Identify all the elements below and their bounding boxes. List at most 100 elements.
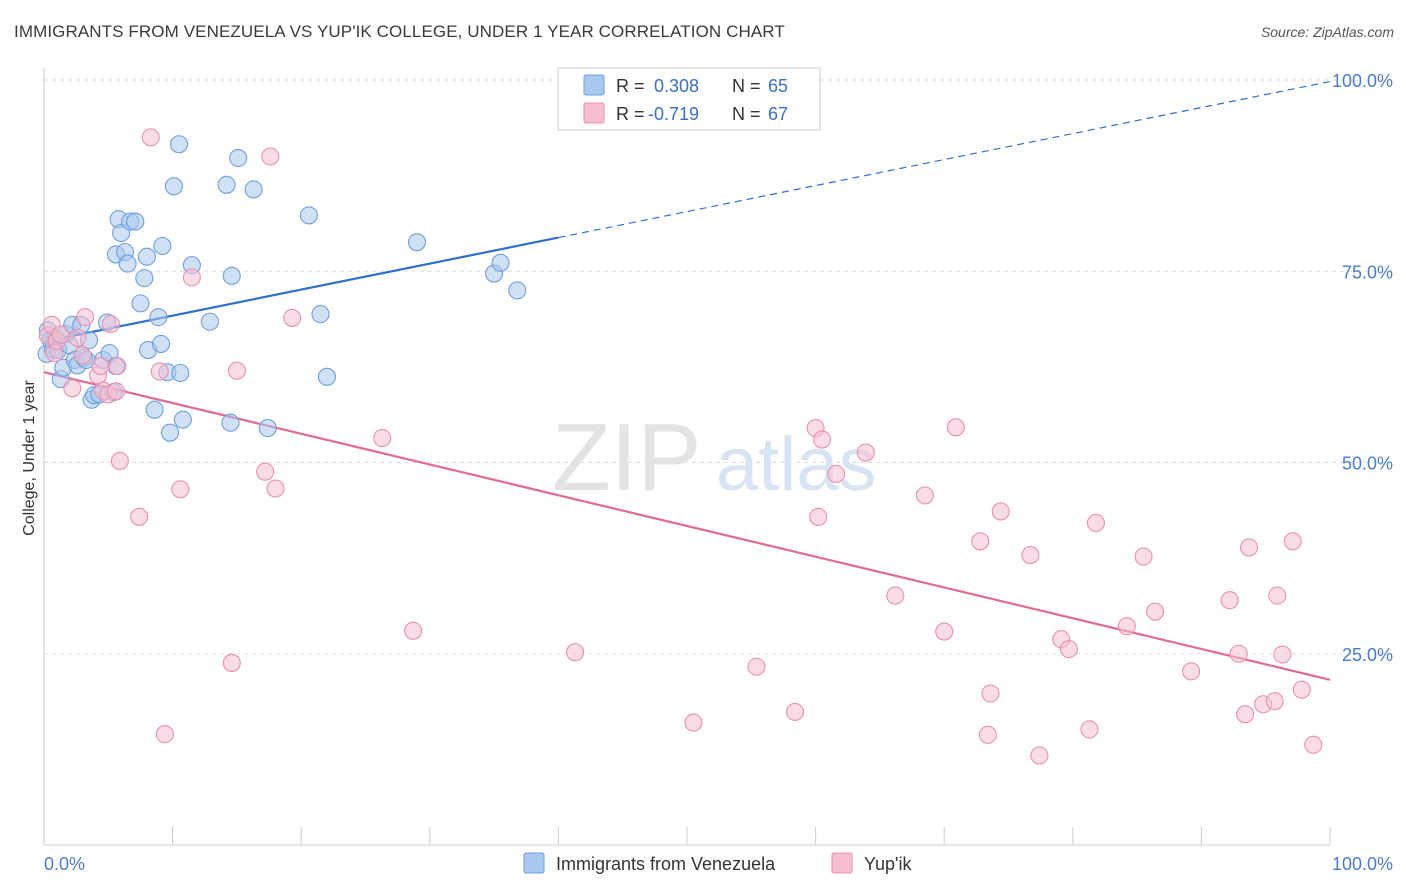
stats-n-value-1: 65 — [768, 76, 788, 96]
point-venezuela — [149, 308, 168, 327]
point-venezuela — [131, 294, 150, 313]
point-yupik — [68, 328, 87, 347]
stats-n-label-2: N = — [732, 104, 761, 124]
point-yupik — [150, 362, 169, 381]
point-yupik — [51, 325, 70, 344]
point-yupik — [222, 653, 241, 672]
point-yupik — [1292, 680, 1311, 699]
stats-n-value-2: 67 — [768, 104, 788, 124]
point-yupik — [1268, 586, 1287, 605]
point-venezuela — [222, 266, 241, 285]
point-yupik — [155, 725, 174, 744]
x-tick-label: 0.0% — [44, 854, 85, 874]
stats-swatch-blue — [583, 74, 605, 96]
point-yupik — [63, 379, 82, 398]
point-yupik — [1030, 746, 1049, 765]
point-yupik — [915, 486, 934, 505]
point-yupik — [1134, 547, 1153, 566]
point-yupik — [971, 532, 990, 551]
point-venezuela — [508, 281, 527, 300]
point-yupik — [1182, 662, 1201, 681]
point-venezuela — [118, 254, 137, 273]
source-label: Source: ZipAtlas.com — [1260, 24, 1394, 40]
point-yupik — [827, 464, 846, 484]
point-yupik — [373, 428, 392, 448]
point-yupik — [130, 507, 149, 526]
point-yupik — [182, 268, 201, 287]
point-yupik — [566, 643, 585, 662]
point-yupik — [1283, 532, 1302, 551]
point-yupik — [1229, 644, 1248, 663]
point-venezuela — [164, 177, 183, 196]
point-venezuela — [311, 305, 330, 324]
stats-r-label-1: R = — [616, 76, 645, 96]
point-yupik — [227, 361, 246, 380]
stats-swatch-pink — [583, 102, 605, 124]
point-yupik — [73, 346, 92, 365]
point-yupik — [935, 622, 954, 641]
point-yupik — [809, 507, 828, 526]
point-venezuela — [317, 367, 336, 386]
data-points — [37, 128, 1323, 765]
trend-line-venezuela — [43, 236, 559, 343]
watermark-atlas: atlas — [716, 422, 877, 507]
watermark-zip: ZIP — [552, 404, 701, 511]
point-yupik — [106, 382, 126, 401]
point-yupik — [785, 702, 805, 721]
y-tick-label: 50.0% — [1342, 454, 1393, 474]
point-yupik — [283, 308, 302, 327]
point-venezuela — [217, 175, 236, 194]
axes — [43, 68, 1331, 846]
y-tick-label: 100.0% — [1332, 71, 1393, 91]
point-yupik — [812, 430, 832, 449]
point-yupik — [946, 418, 965, 437]
point-yupik — [1059, 640, 1078, 659]
point-yupik — [886, 586, 905, 605]
point-yupik — [1236, 705, 1255, 724]
stats-r-value-1: 0.308 — [654, 76, 699, 96]
point-venezuela — [200, 312, 219, 331]
y-axis-label: College, Under 1 year — [21, 380, 38, 536]
point-venezuela — [151, 334, 171, 353]
point-yupik — [76, 308, 95, 327]
point-yupik — [1117, 617, 1136, 636]
point-yupik — [684, 713, 703, 732]
y-tick-labels: 25.0% 50.0% 75.0% 100.0% — [1332, 71, 1393, 665]
point-yupik — [1220, 591, 1239, 610]
point-venezuela — [299, 206, 318, 225]
point-venezuela — [244, 180, 263, 199]
point-yupik — [978, 725, 997, 744]
point-yupik — [266, 479, 285, 498]
point-venezuela — [153, 236, 172, 256]
legend-swatch-yupik — [831, 852, 853, 874]
point-yupik — [981, 684, 1000, 703]
point-yupik — [1304, 735, 1323, 754]
point-venezuela — [171, 363, 190, 383]
point-yupik — [991, 502, 1010, 521]
point-yupik — [261, 147, 280, 166]
stats-r-value-2: -0.719 — [648, 104, 699, 124]
point-venezuela — [135, 269, 154, 288]
point-yupik — [1021, 546, 1040, 565]
point-yupik — [1239, 538, 1259, 557]
point-venezuela — [221, 413, 240, 432]
x-tick-labels: 0.0% 100.0% — [44, 854, 1393, 874]
stats-n-label-1: N = — [732, 76, 761, 96]
point-yupik — [108, 357, 127, 376]
point-venezuela — [407, 233, 426, 252]
series-legend: Immigrants from Venezuela Yup'ik — [523, 852, 912, 874]
gridlines — [44, 79, 1392, 655]
legend-label-venezuela: Immigrants from Venezuela — [556, 854, 776, 874]
point-yupik — [1086, 513, 1105, 532]
point-yupik — [1265, 692, 1284, 711]
stats-r-label-2: R = — [616, 104, 645, 124]
point-venezuela — [173, 410, 192, 429]
point-venezuela — [258, 419, 277, 438]
point-yupik — [110, 451, 129, 471]
legend-swatch-venezuela — [523, 852, 545, 874]
point-yupik — [256, 462, 275, 481]
chart-title: IMMIGRANTS FROM VENEZUELA VS YUP'IK COLL… — [14, 22, 785, 41]
x-tick-label: 100.0% — [1332, 854, 1393, 874]
point-venezuela — [137, 247, 156, 266]
point-yupik — [171, 480, 190, 499]
